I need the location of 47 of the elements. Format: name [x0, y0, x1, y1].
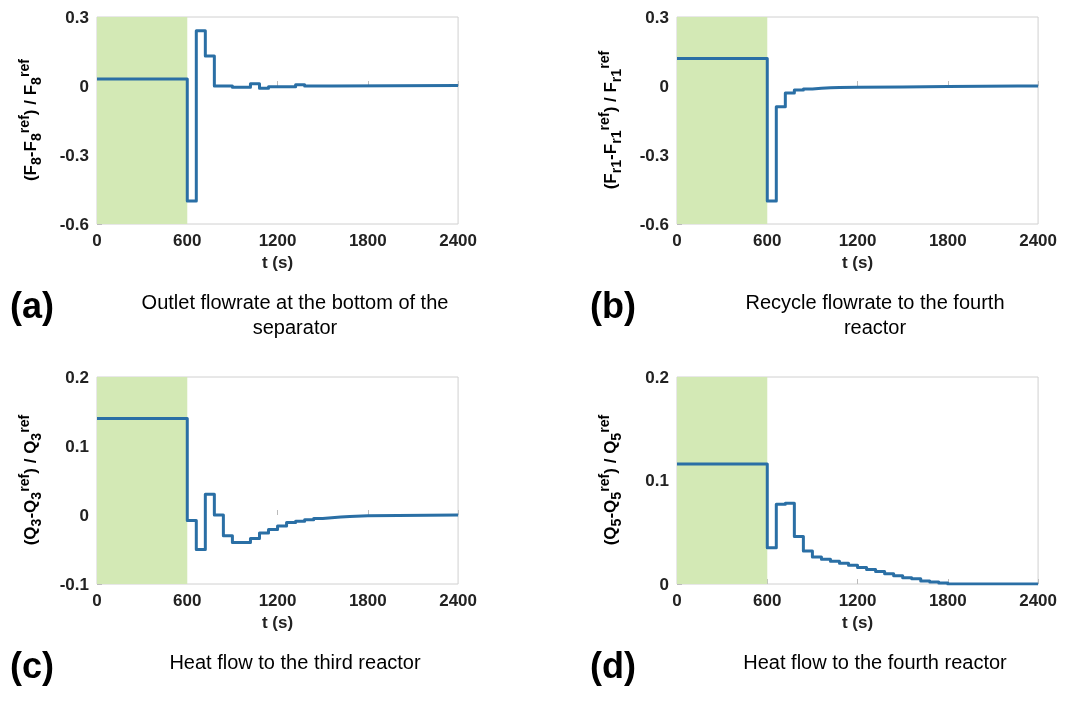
text: Recycle flowrate to the fourth reactor [744, 290, 1006, 340]
y-tick-label: 0.3 [65, 7, 89, 27]
text: (d) [590, 645, 636, 687]
text: Outlet flowrate at the bottom of the separator [140, 290, 450, 340]
x-tick-label: 600 [173, 231, 202, 250]
text: (a) [10, 285, 54, 327]
y-tick-label: -0.3 [59, 145, 89, 165]
x-tick-label: 2400 [1019, 231, 1057, 250]
x-tick-label: 600 [753, 231, 782, 250]
x-tick-label: 1800 [348, 591, 387, 610]
x-tick-label: 2400 [1019, 591, 1057, 610]
x-tick-label: 600 [173, 591, 202, 610]
y-tick-label: -0.6 [639, 214, 669, 234]
x-tick-label: 1800 [928, 231, 967, 250]
x-tick-label: 0 [672, 591, 682, 610]
y-tick-label: -0.3 [639, 145, 669, 165]
x-tick-label: 1200 [838, 231, 877, 250]
y-tick-label: 0 [659, 574, 669, 594]
x-tick-label: 1200 [258, 231, 297, 250]
x-tick-label: 1200 [258, 591, 297, 610]
y-tick-label: 0 [79, 76, 89, 96]
x-axis-title: t (s) [261, 613, 294, 632]
text: (b) [590, 285, 636, 327]
x-tick-label: 2400 [439, 231, 477, 250]
x-tick-label: 1800 [348, 231, 387, 250]
text: (c) [10, 645, 54, 687]
y-tick-label: 0.1 [645, 471, 669, 490]
y-tick-label: 0.3 [645, 7, 669, 27]
y-tick-label: -0.1 [59, 574, 89, 594]
x-tick-label: 1800 [928, 591, 967, 610]
y-tick-label: -0.6 [59, 214, 89, 234]
x-tick-label: 0 [92, 231, 102, 250]
x-axis-title: t (s) [841, 253, 874, 272]
x-tick-label: 0 [92, 591, 102, 610]
text: Heat flow to the fourth reactor [742, 650, 1008, 675]
x-tick-label: 1200 [838, 591, 877, 610]
text: Heat flow to the third reactor [168, 650, 422, 675]
y-tick-label: 0 [79, 505, 89, 525]
y-tick-label: 0 [659, 76, 669, 96]
x-tick-label: 2400 [439, 591, 477, 610]
x-axis-title: t (s) [841, 613, 874, 632]
y-tick-label: 0.2 [65, 367, 89, 387]
y-tick-label: 0.1 [65, 436, 89, 456]
x-axis-title: t (s) [261, 253, 294, 272]
y-tick-label: 0.2 [645, 367, 669, 387]
x-tick-label: 0 [672, 231, 682, 250]
x-tick-label: 600 [753, 591, 782, 610]
